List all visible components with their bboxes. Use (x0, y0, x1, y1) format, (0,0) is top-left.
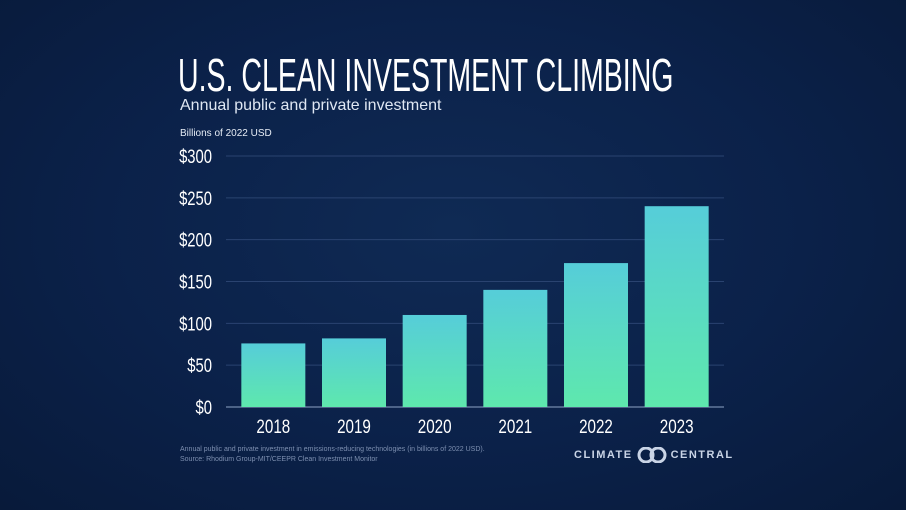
bar-2023 (644, 206, 709, 407)
chart-subtitle: Annual public and private investment (180, 97, 442, 114)
y-tick-label: $200 (179, 230, 212, 251)
y-axis-unit-label: Billions of 2022 USD (180, 128, 272, 139)
y-tick-label: $150 (179, 272, 212, 293)
y-tick-label: $250 (179, 188, 212, 209)
bars (241, 206, 709, 407)
y-tick-label: $50 (187, 355, 212, 376)
footnote-source: Source: Rhodium Group-MIT/CEEPR Clean In… (180, 456, 378, 463)
footnote: Annual public and private investment in … (180, 445, 485, 465)
bar-2020 (402, 314, 467, 407)
climate-central-logo: CLIMATE CENTRAL (574, 447, 734, 463)
y-tick-label: $0 (196, 397, 212, 418)
x-tick-label: 2020 (418, 415, 452, 437)
x-tick-label: 2023 (660, 415, 694, 437)
x-tick-label: 2021 (498, 415, 532, 437)
y-axis-ticks: $0 $50 $100 $150 $200 $250 $300 (179, 146, 212, 418)
brand-name-left: CLIMATE (574, 449, 633, 461)
y-tick-label: $300 (179, 146, 212, 167)
bar-2021 (483, 289, 548, 407)
gridlines (226, 155, 724, 408)
x-tick-label: 2019 (337, 415, 371, 437)
footnote-description: Annual public and private investment in … (180, 446, 485, 453)
x-tick-label: 2022 (579, 415, 613, 437)
brand-name-right: CENTRAL (670, 449, 734, 461)
y-tick-label: $100 (179, 314, 212, 335)
chart-title: U.S. CLEAN INVESTMENT CLIMBING (178, 49, 674, 101)
x-tick-label: 2018 (256, 415, 290, 437)
bar-2022 (564, 263, 628, 407)
climate-central-logo-icon (637, 447, 667, 463)
bar-2018 (241, 343, 306, 407)
bar-2019 (322, 338, 386, 407)
x-axis-ticks: 2018 2019 2020 2021 2022 2023 (256, 415, 693, 437)
